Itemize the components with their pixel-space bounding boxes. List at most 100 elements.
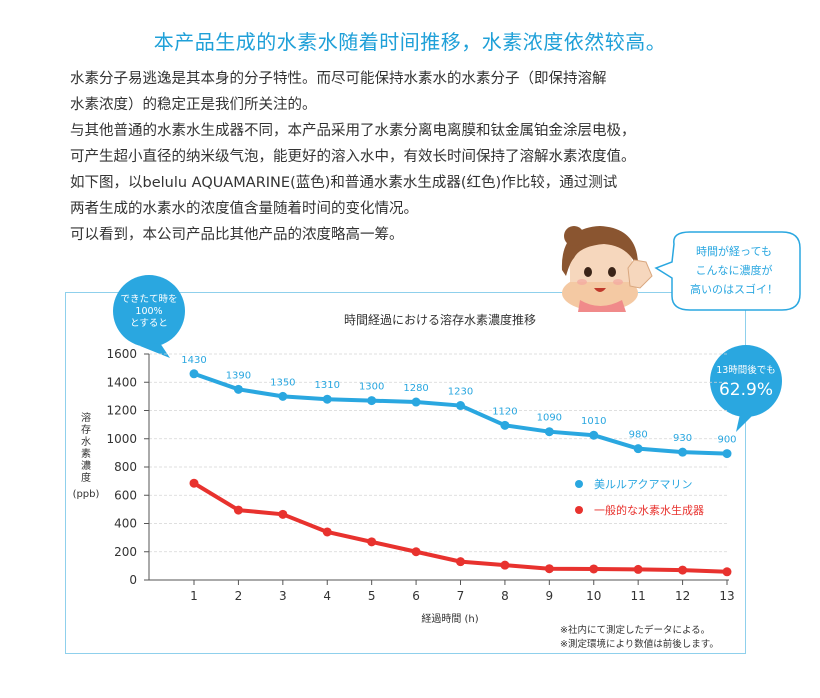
data-label: 900 [717, 435, 736, 446]
data-point [500, 560, 510, 570]
mascot-bubble-line: こんなに濃度が [696, 263, 773, 277]
data-point [411, 547, 421, 557]
x-tick-label: 2 [235, 589, 243, 603]
data-point [633, 444, 643, 454]
data-label: 1280 [403, 383, 428, 394]
data-point [544, 564, 554, 574]
data-point [678, 565, 688, 575]
data-point [278, 509, 288, 519]
chart-panel [65, 292, 746, 654]
y-axis-title: 溶存水素濃度 (ppb) [73, 411, 100, 500]
footnote: ※社内にて測定したデータによる。 [560, 625, 711, 636]
end-callout: 13時間後でも 62.9% [710, 345, 782, 432]
y-tick-label: 0 [129, 573, 137, 587]
data-label: 1350 [270, 377, 295, 388]
paragraph-line: 两者生成的水素水的浓度值含量随着时间的变化情况。 [70, 201, 418, 217]
y-tick-label: 1000 [106, 432, 137, 446]
paragraph-line: 如下图，以belulu AQUAMARINE(蓝色)和普通水素水生成器(红色)作… [70, 175, 618, 191]
data-point [678, 447, 688, 457]
start-callout-line: とすると [130, 318, 168, 329]
y-tick-label: 1600 [106, 347, 137, 361]
data-point [278, 391, 288, 401]
data-label: 1120 [492, 406, 517, 417]
x-tick-label: 4 [323, 589, 331, 603]
data-point [322, 527, 332, 537]
legend-label: 美ルルアクアマリン [594, 478, 692, 491]
data-point [189, 478, 199, 488]
data-point [367, 537, 377, 547]
chart-title: 時間経過における溶存水素濃度推移 [344, 312, 536, 327]
series-layer: 1430 1390 1350 1310 1300 1280 1230 1120 1090 1010… [181, 355, 737, 577]
data-point [456, 557, 465, 567]
y-axis-title-char: 素 [81, 447, 91, 460]
paragraph-line: 可产生超小直径的纳米级气泡，能更好的溶入水中，有效长时间保持了溶解水素浓度值。 [70, 149, 636, 165]
start-callout-line: 100% [135, 306, 162, 317]
x-tick-label: 5 [368, 589, 376, 603]
start-callout: できたて時を 100% とすると [113, 275, 185, 358]
data-point [722, 449, 732, 459]
data-point [233, 505, 243, 515]
data-point [322, 394, 332, 404]
data-label: 1300 [359, 382, 384, 393]
legend-label: 一般的な水素水生成器 [594, 503, 704, 517]
mascot-bubble-line: 高いのはスゴイ！ [690, 282, 778, 296]
y-axis-title-char: 度 [81, 471, 91, 484]
headline: 本产品生成的水素水随着时间推移，水素浓度依然较高。 [153, 30, 667, 54]
x-tick-label: 9 [546, 589, 554, 603]
x-tick-label: 12 [675, 589, 690, 603]
data-label: 930 [673, 433, 692, 444]
x-tick-label: 6 [412, 589, 420, 603]
y-tick-label: 800 [114, 460, 137, 474]
data-label: 980 [629, 430, 648, 441]
y-axis-title-char: 溶 [81, 411, 91, 424]
data-point [722, 567, 732, 577]
data-point [589, 430, 599, 440]
y-tick-label: 200 [114, 545, 137, 559]
x-tick-label: 8 [501, 589, 509, 603]
data-point [456, 401, 465, 411]
x-tick-label: 1 [190, 589, 198, 603]
x-tick-label: 10 [586, 589, 601, 603]
y-tick-label: 1400 [106, 375, 137, 389]
paragraph-line: 水素浓度）的稳定正是我们所关注的。 [70, 97, 317, 113]
start-callout-line: できたて時を [120, 294, 177, 305]
legend-marker [575, 480, 583, 488]
data-point [589, 564, 599, 574]
y-axis-title-char: 濃 [81, 459, 91, 472]
x-axis-title: 経過時間 (h) [421, 612, 478, 625]
data-point [233, 384, 243, 394]
legend-marker [575, 506, 583, 514]
y-tick-label: 1200 [106, 404, 137, 418]
data-point [189, 369, 199, 379]
data-label: 1310 [315, 380, 340, 391]
data-point [544, 427, 554, 437]
y-axis-unit: (ppb) [73, 489, 100, 500]
data-point [411, 397, 421, 407]
end-callout-value: 62.9% [719, 380, 773, 400]
data-point [367, 396, 377, 406]
y-tick-label: 600 [114, 488, 137, 502]
y-tick-label: 400 [114, 517, 137, 531]
y-axis-title-char: 存 [81, 423, 91, 436]
footnotes: ※社内にて測定したデータによる。 ※測定環境により数値は前後します。 [560, 624, 719, 652]
paragraph-line: 水素分子易逃逸是其本身的分子特性。而尽可能保持水素水的水素分子（即保持溶解 [70, 71, 607, 87]
data-point [500, 420, 510, 430]
data-label: 1230 [448, 387, 473, 398]
intro-paragraphs: 水素分子易逃逸是其本身的分子特性。而尽可能保持水素水的水素分子（即保持溶解 水素… [70, 66, 770, 248]
x-tick-label: 7 [457, 589, 465, 603]
paragraph-line: 与其他普通的水素水生成器不同，本产品采用了水素分离电离膜和钛金属铂金涂层电极， [70, 123, 636, 139]
x-tick-label: 11 [631, 589, 646, 603]
footnote: ※測定環境により数値は前後します。 [560, 639, 719, 650]
data-label: 1010 [581, 416, 606, 427]
y-axis-title-char: 水 [81, 436, 91, 448]
paragraph-line: 可以看到，本公司产品比其他产品的浓度略高一筹。 [70, 227, 404, 243]
mascot-bubble-line: 時間が経っても [696, 244, 772, 258]
x-tick-label: 3 [279, 589, 287, 603]
data-label: 1390 [226, 370, 251, 381]
mascot-illustration [561, 226, 653, 312]
mascot-speech-bubble: 時間が経っても こんなに濃度が 高いのはスゴイ！ [654, 231, 801, 311]
data-label: 1090 [537, 413, 562, 424]
